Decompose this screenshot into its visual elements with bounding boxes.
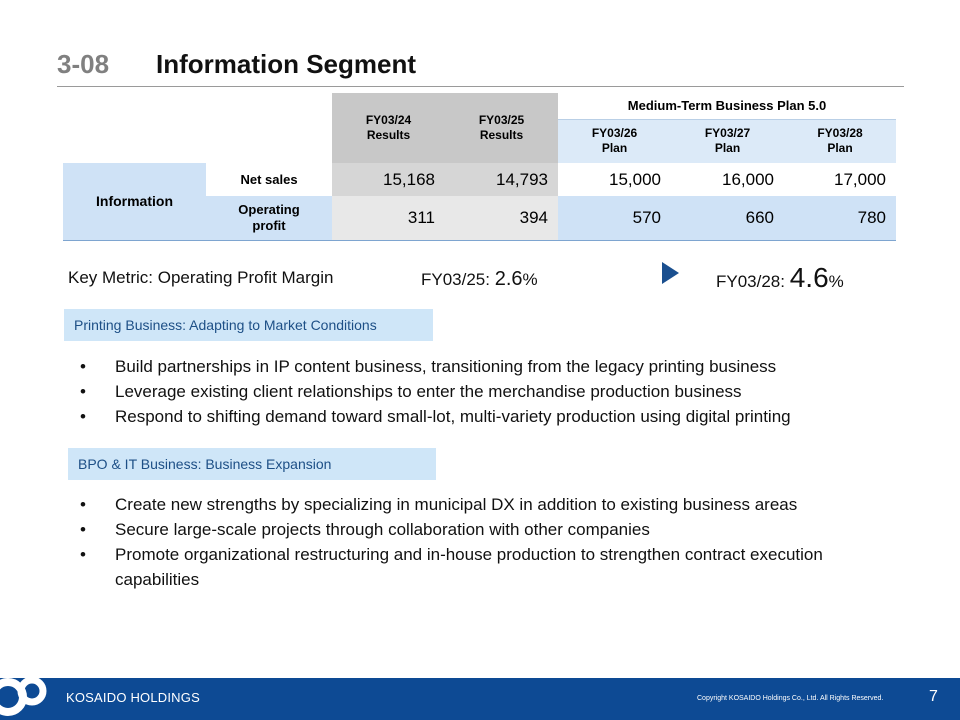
- list-item: Respond to shifting demand toward small-…: [80, 404, 880, 429]
- list-item: Create new strengths by specializing in …: [80, 492, 830, 517]
- table-row: Operating profit 311 394 570 660 780: [63, 196, 897, 241]
- header-empty-cell: [206, 93, 332, 163]
- col-header-fy28: FY03/28 Plan: [784, 119, 897, 163]
- section-heading-bpo-it: BPO & IT Business: Business Expansion: [68, 448, 436, 480]
- table-cell: 311: [332, 196, 445, 241]
- metric-current: FY03/25: 2.6%: [421, 268, 538, 291]
- kosaido-logo-icon: [0, 678, 52, 720]
- footer-copyright: Copyright KOSAIDO Holdings Co., Ltd. All…: [697, 695, 884, 702]
- section-heading-printing: Printing Business: Adapting to Market Co…: [64, 309, 433, 341]
- table-cell: 780: [784, 196, 897, 241]
- table-subheader-row: FY03/26 Plan FY03/27 Plan FY03/28 Plan: [63, 119, 897, 163]
- title-divider: [57, 86, 904, 87]
- arrow-right-icon: [662, 262, 679, 284]
- plan-group-header: Medium-Term Business Plan 5.0: [558, 93, 897, 120]
- key-metric-label: Key Metric: Operating Profit Margin: [68, 268, 334, 287]
- list-item: Leverage existing client relationships t…: [80, 379, 880, 404]
- table-cell: 16,000: [722, 169, 774, 189]
- financial-table: FY03/24 Results FY03/25 Results Medium-T…: [63, 93, 897, 241]
- segment-label: Information: [63, 163, 206, 241]
- table-cell: 17,000: [834, 169, 887, 189]
- page-number: 7: [929, 688, 938, 705]
- bpo-bullet-list: Create new strengths by specializing in …: [80, 492, 830, 592]
- col-header-fy26: FY03/26 Plan: [558, 119, 671, 163]
- metric-target: FY03/28: 4.6%: [716, 262, 844, 294]
- col-header-fy25: FY03/25 Results: [445, 93, 558, 163]
- col-header-fy27: FY03/27 Plan: [671, 119, 784, 163]
- header-empty-cell: [63, 93, 206, 163]
- metric-target-value: 4.6: [789, 262, 829, 293]
- table-cell: 570: [558, 196, 671, 241]
- metric-current-value: 2.6: [494, 268, 523, 290]
- list-item: Promote organizational restructuring and…: [80, 542, 830, 592]
- footer-bar: [0, 678, 960, 720]
- table-cell: 15,168: [332, 163, 445, 196]
- table-cell: 14,793: [445, 163, 558, 196]
- col-header-fy24: FY03/24 Results: [332, 93, 445, 163]
- table-header-row: FY03/24 Results FY03/25 Results Medium-T…: [63, 93, 897, 163]
- metric-target-prefix: FY03/28:: [716, 272, 790, 291]
- row-label-net-sales: Net sales: [240, 171, 298, 187]
- table-cell: 394: [445, 196, 558, 241]
- list-item: Secure large-scale projects through coll…: [80, 517, 830, 542]
- section-number: 3-08: [57, 49, 110, 79]
- table-cell: 15,000: [609, 169, 661, 189]
- table-cell: 660: [671, 196, 784, 241]
- table-row: Information Net sales 15,168 14,793 15,0…: [63, 163, 896, 241]
- metric-current-unit: %: [522, 270, 538, 289]
- page-title: Information Segment: [156, 49, 417, 79]
- row-label-operating-profit: Operating profit: [206, 196, 332, 241]
- metric-current-prefix: FY03/25:: [421, 270, 495, 289]
- metric-target-unit: %: [828, 272, 844, 291]
- footer-brand: KOSAIDO HOLDINGS: [66, 690, 200, 705]
- list-item: Build partnerships in IP content busines…: [80, 354, 880, 379]
- printing-bullet-list: Build partnerships in IP content busines…: [80, 354, 880, 429]
